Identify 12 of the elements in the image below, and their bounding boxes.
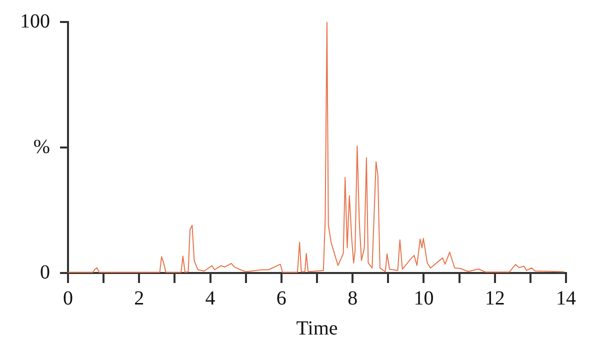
x-tick-label: 10 (414, 287, 434, 310)
x-axis-title: Time (296, 317, 338, 340)
x-tick-label: 4 (205, 287, 216, 310)
y-tick-label: 0 (40, 261, 50, 284)
x-tick-label: 6 (276, 287, 286, 310)
x-tick-label: 12 (484, 287, 505, 310)
x-tick-label: 8 (348, 287, 358, 310)
y-tick-label: 100 (20, 10, 50, 32)
x-tick-label: 14 (556, 287, 576, 310)
x-tick-label: 2 (134, 287, 144, 310)
y-tick-label: % (33, 136, 50, 158)
x-tick-label: 0 (63, 287, 73, 310)
